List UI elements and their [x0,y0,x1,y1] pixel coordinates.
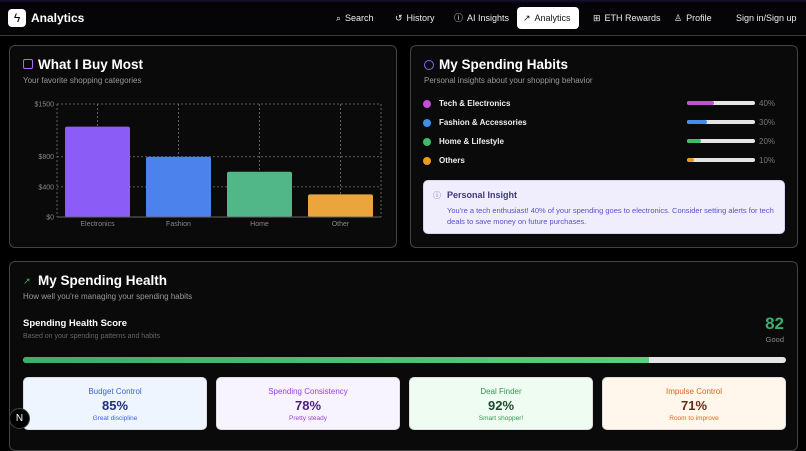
habit-row: Fashion & Accessories [423,118,527,127]
y-tick-label: $0 [46,215,54,222]
x-tick-label: Other [332,221,350,228]
y-tick-label: $800 [38,154,54,161]
habit-row: Home & Lifestyle [423,137,504,146]
search-icon: ⌕ [336,13,342,23]
logo-bolt-icon[interactable]: ϟ [8,9,26,27]
habit-percent: 20% [759,137,776,146]
health-progress-bar [23,357,786,363]
bar-fashion [146,156,211,217]
nav-label: History [406,13,435,23]
x-tick-label: Fashion [166,221,191,228]
nav-ai-insights[interactable]: ⓘ AI Insights [448,8,515,28]
score-subtitle: Based on your spending patterns and habi… [23,333,160,340]
habit-progress-fill [687,120,708,124]
card-title: What I Buy Most [38,57,143,72]
x-tick-label: Home [250,221,269,228]
habit-percent: 10% [759,156,776,165]
insight-text: You're a tech enthusiast! 40% of your sp… [447,206,774,226]
health-score: 82 [765,314,784,333]
metric-note: Great discipline [92,415,138,422]
metric-card: Impulse Control 71% Room to improve [602,377,786,430]
health-progress-fill [23,357,649,363]
brand-name[interactable]: Analytics [31,11,85,25]
shopping-bag-icon [23,59,33,69]
bar-other [308,194,373,217]
y-tick-label: $400 [38,184,54,191]
metric-card: Budget Control 85% Great discipline [23,377,207,430]
metric-value: 92% [487,398,515,413]
card-subtitle: How well you're managing your spending h… [23,292,193,301]
gift-icon: ⊞ [593,13,601,23]
category-dot-icon [423,156,431,165]
metric-note: Room to improve [669,415,719,422]
category-dot-icon [423,99,431,108]
metric-value: 78% [294,398,322,413]
metric-note: Smart shopper! [478,415,524,422]
nav-label: Profile [686,13,712,23]
top-nav: ϟ Analytics ⌕ Search ↺ History ⓘ AI Insight… [0,0,806,36]
metric-title: Spending Consistency [268,387,348,396]
x-tick-label: Electronics [80,221,115,228]
card-subtitle: Personal insights about your shopping be… [424,76,593,85]
nav-label: AI Insights [467,13,510,23]
habit-row: Others [423,156,465,165]
habit-progress-bar [687,101,755,105]
card-title: My Spending Habits [439,57,569,72]
health-score-label: Good [765,335,784,344]
insight-title: Personal Insight [447,190,518,200]
spending-health-card: ↗ My Spending Health How well you're man… [9,261,798,451]
habit-progress-bar [687,158,755,162]
habit-progress-bar [687,120,755,124]
metric-value: 71% [680,398,708,413]
nav-analytics[interactable]: ↗ Analytics [517,7,579,29]
trending-up-icon: ↗ [523,13,531,23]
brain-icon [424,60,434,70]
habit-percent: 40% [759,99,776,108]
nav-profile[interactable]: ♙ Profile [668,8,718,28]
card-subtitle: Your favorite shopping categories [23,76,142,85]
brain-icon: ⓘ [454,13,464,23]
personal-insight-box: ⓘ Personal Insight You're a tech enthusi… [423,180,785,234]
category-dot-icon [423,118,431,127]
bar-home [227,171,292,217]
trending-up-icon: ↗ [23,276,31,286]
habit-label: Others [439,156,465,165]
nav-history[interactable]: ↺ History [389,8,441,28]
habit-label: Home & Lifestyle [439,137,504,146]
y-tick-label: $1500 [35,102,55,109]
nav-label: Search [345,13,374,23]
metric-title: Deal Finder [480,387,522,396]
metric-title: Impulse Control [665,387,723,396]
nav-label: ETH Rewards [604,13,661,23]
dev-tools-badge[interactable]: N [9,408,30,429]
what-i-buy-card: What I Buy Most Your favorite shopping c… [9,45,397,248]
nav-eth-rewards[interactable]: ⊞ ETH Rewards [587,8,667,28]
spending-habits-card: My Spending Habits Personal insights abo… [410,45,798,248]
metric-title: Budget Control [88,387,142,396]
metric-value: 85% [101,398,129,413]
metric-note: Pretty steady [289,415,327,422]
history-icon: ↺ [395,13,403,23]
score-title: Spending Health Score [23,318,127,329]
bar-chart: $0 $400 $800 $1500 Electronics Fashion Home Oth… [35,102,382,228]
sign-in-button[interactable]: Sign in/Sign up [736,13,797,23]
habit-progress-bar [687,139,755,143]
habit-label: Fashion & Accessories [439,118,527,127]
habit-progress-fill [687,139,701,143]
user-icon: ♙ [674,13,683,23]
info-icon: ⓘ [433,191,441,200]
card-title: My Spending Health [38,273,168,288]
category-dot-icon [423,137,431,146]
habit-percent: 30% [759,118,776,127]
nav-label: Analytics [534,13,571,23]
habit-progress-fill [687,101,715,105]
habit-label: Tech & Electronics [439,99,511,108]
habit-row: Tech & Electronics [423,99,510,108]
nav-search[interactable]: ⌕ Search [330,8,380,28]
habit-progress-fill [687,158,694,162]
bar-electronics [65,126,130,217]
metric-card: Spending Consistency 78% Pretty steady [216,377,400,430]
metric-card: Deal Finder 92% Smart shopper! [409,377,593,430]
